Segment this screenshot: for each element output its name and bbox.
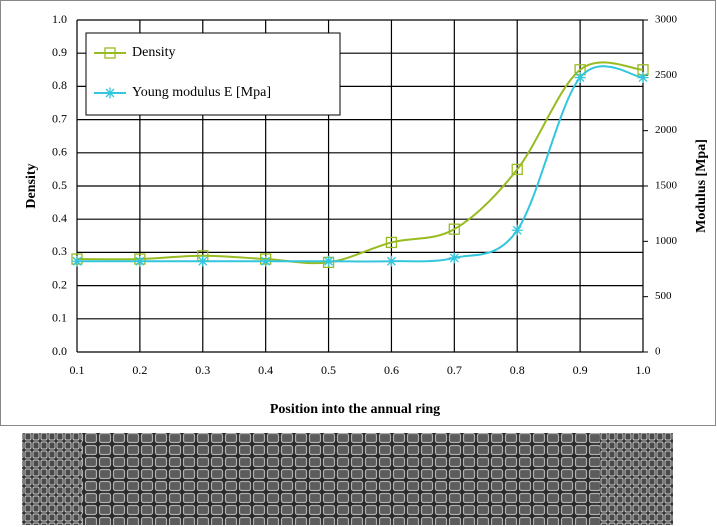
plot-area: 0.00.10.20.30.40.50.60.70.80.91.00.1 0.2 0… [52,12,678,377]
y-tick-label: 0.2 [52,277,67,291]
micrograph [22,433,673,525]
x-tick-label: 0.1 [70,363,85,377]
y2-tick-label: 2000 [655,124,678,136]
marker [134,255,146,267]
y-tick-label: 0.8 [52,78,67,92]
y-tick-label: 0.0 [52,344,67,358]
y-tick-label: 0.7 [52,111,67,125]
y2-tick-label: 2500 [655,69,678,81]
x-tick-label: 0.3 [195,363,210,377]
x-tick-label: 0.6 [384,363,399,377]
y-tick-label: 0.5 [52,178,67,192]
legend-box [85,32,341,116]
marker [448,223,460,235]
marker [104,47,116,59]
x-tick-label: 0.9 [573,363,588,377]
marker [511,163,523,176]
legend-label: Density [132,45,176,60]
y-tick-label: 0.3 [52,244,67,258]
y-tick-label: 0.9 [52,45,67,59]
marker [104,87,116,99]
x-tick-label: 0.7 [447,363,462,377]
y-tick-label: 1.0 [52,12,67,26]
x-tick-label: 0.8 [510,363,525,377]
y2-tick-label: 500 [655,290,672,302]
marker [260,255,272,267]
series-line [76,61,644,265]
marker [511,224,523,236]
y2-tick-label: 1000 [655,235,678,247]
y-tick-label: 0.6 [52,145,67,159]
marker [323,255,335,267]
marker [197,255,209,267]
marker [385,255,397,267]
marker [71,255,83,267]
y2-tick-label: 0 [655,346,661,358]
y-tick-label: 0.1 [52,311,67,325]
y-tick-label: 0.4 [52,211,67,225]
marker [448,252,460,264]
x-tick-label: 0.2 [132,363,147,377]
legend-label: Young modulus E [Mpa] [132,85,271,100]
x-tick-label: 0.5 [321,363,336,377]
x-tick-label: 0.4 [258,363,273,377]
y2-tick-label: 3000 [655,14,678,26]
marker [637,72,649,84]
marker [385,236,398,249]
x-axis-label: Position into the annual ring [270,402,440,417]
x-tick-label: 1.0 [636,363,651,377]
marker [574,72,586,84]
y2-axis-label: Modulus [Mpa] [694,139,709,233]
y-axis-label: Density [24,163,39,208]
y2-tick-label: 1500 [655,180,678,192]
